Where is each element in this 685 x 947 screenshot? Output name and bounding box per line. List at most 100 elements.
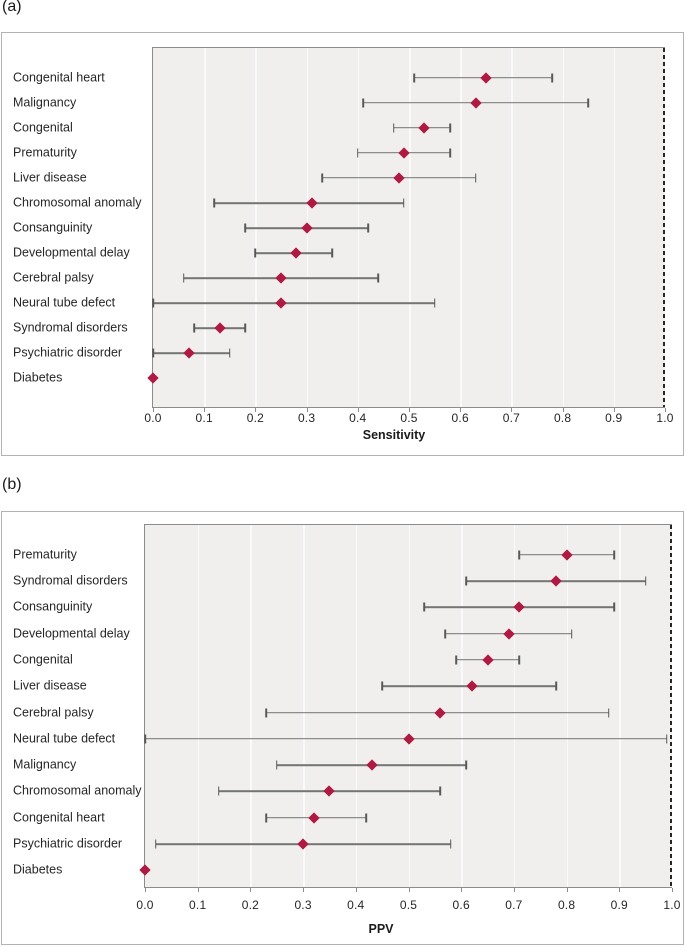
ci-line — [153, 302, 435, 304]
ci-cap-left — [444, 629, 447, 639]
point-marker-diamond — [290, 247, 303, 259]
panel-b-ppv-forest-plot: Prematurity Syndromal disorders Consanguin… — [1, 511, 684, 945]
axis-tick — [672, 888, 673, 892]
category-label: Psychiatric disorder — [13, 345, 123, 360]
ci-cap-right — [474, 173, 477, 183]
axis-tick — [513, 888, 515, 892]
axis-tick-label: 0.2 — [246, 411, 265, 425]
axis-tick — [204, 408, 206, 412]
point-marker-diamond — [502, 627, 515, 640]
point-marker-diamond — [307, 812, 320, 824]
category-label: Syndromal disorders — [13, 573, 128, 588]
axis-tick-label: 0.1 — [189, 898, 207, 912]
ci-cap-left — [455, 655, 457, 665]
point-marker-diamond — [418, 122, 431, 134]
ci-cap-right — [613, 602, 615, 612]
axis-tick-label: 0.6 — [452, 898, 470, 912]
gridline — [566, 525, 569, 887]
category-label: Liver disease — [13, 678, 87, 693]
ci-cap-right — [644, 576, 647, 586]
point-marker-diamond — [560, 549, 573, 561]
plot-area — [147, 47, 665, 408]
axis-tick-label: 0.5 — [400, 411, 418, 425]
gridline — [303, 525, 305, 887]
ci-cap-right — [607, 708, 610, 717]
axis-tick-label: 0.7 — [505, 898, 523, 912]
x-axis-title: PPV — [368, 922, 394, 936]
category-label: Cerebral palsy — [13, 270, 94, 285]
gridline — [355, 525, 358, 887]
axis-tick — [357, 408, 359, 412]
category-label: Malignancy — [13, 95, 77, 110]
gridline — [408, 525, 410, 887]
gridline — [204, 48, 206, 407]
axis-tick-label: 0.2 — [241, 898, 260, 912]
ci-cap-right — [465, 760, 468, 770]
axis-tick — [408, 888, 410, 892]
gridline — [461, 525, 463, 887]
ci-cap-right — [367, 223, 369, 233]
ci-cap-right — [439, 786, 441, 796]
point-marker-diamond — [183, 347, 195, 359]
axis-tick — [153, 408, 154, 412]
ci-cap-right — [518, 655, 520, 665]
ci-cap-left — [193, 323, 195, 333]
point-marker-diamond — [275, 272, 287, 284]
axis-tick — [511, 408, 513, 412]
ci-cap-left — [244, 223, 246, 233]
ci-cap-left — [392, 123, 395, 133]
ci-cap-left — [182, 273, 185, 283]
ci-cap-left — [518, 550, 520, 560]
point-marker-diamond — [393, 172, 405, 184]
gridline — [409, 48, 411, 407]
category-label: Congenital heart — [13, 810, 105, 825]
ci-cap-left — [465, 576, 468, 586]
panel-a-tag: (a) — [2, 0, 22, 15]
category-label: Diabetes — [13, 862, 63, 877]
axis-tick-label: 0.8 — [557, 898, 576, 912]
category-label: Congenital — [13, 652, 73, 667]
axis-tick — [619, 888, 621, 892]
axis-tick — [197, 888, 199, 892]
axis-tick-label: 0.9 — [610, 898, 628, 912]
point-marker-diamond — [300, 222, 313, 234]
axis-tick-label: 0.8 — [553, 411, 572, 425]
category-label: Prematurity — [13, 145, 77, 160]
point-marker-diamond — [402, 733, 415, 745]
ci-cap-right — [665, 734, 668, 744]
ci-cap-left — [275, 760, 278, 770]
ci-cap-left — [144, 734, 146, 744]
point-marker-diamond — [481, 654, 494, 666]
ci-cap-right — [244, 323, 246, 333]
axis-tick — [562, 408, 564, 412]
axis-tick-label: 1.0 — [656, 411, 674, 425]
ci-cap-right — [587, 98, 589, 108]
ci-cap-left — [213, 198, 216, 208]
category-label: Congenital — [13, 120, 73, 135]
panel-b-tag: (b) — [2, 476, 22, 493]
point-marker-diamond — [323, 785, 336, 798]
axis-tick — [613, 408, 615, 412]
ci-cap-left — [152, 298, 154, 308]
ci-cap-left — [357, 148, 359, 158]
category-label: Psychiatric disorder — [13, 836, 123, 851]
ci-cap-left — [423, 602, 426, 612]
category-label: Neural tube defect — [13, 295, 116, 310]
reference-line-x1 — [663, 48, 665, 407]
ci-cap-left — [381, 681, 383, 691]
category-label: Neural tube defect — [13, 731, 116, 746]
gridline — [613, 48, 616, 407]
plot-area — [139, 524, 672, 888]
axis-tick — [250, 888, 252, 892]
ci-cap-right — [331, 248, 333, 258]
point-marker-diamond — [480, 72, 492, 84]
gridline — [250, 525, 252, 887]
axis-tick — [460, 408, 462, 412]
axis-tick — [145, 888, 146, 892]
ci-cap-left — [152, 348, 154, 358]
ci-cap-left — [254, 248, 257, 258]
axis-tick — [306, 408, 308, 412]
point-marker-diamond — [469, 97, 482, 109]
axis-tick — [665, 408, 666, 412]
panel-a-sensitivity-forest-plot: Congenital heart Malignancy Congenital Prem… — [1, 32, 684, 456]
